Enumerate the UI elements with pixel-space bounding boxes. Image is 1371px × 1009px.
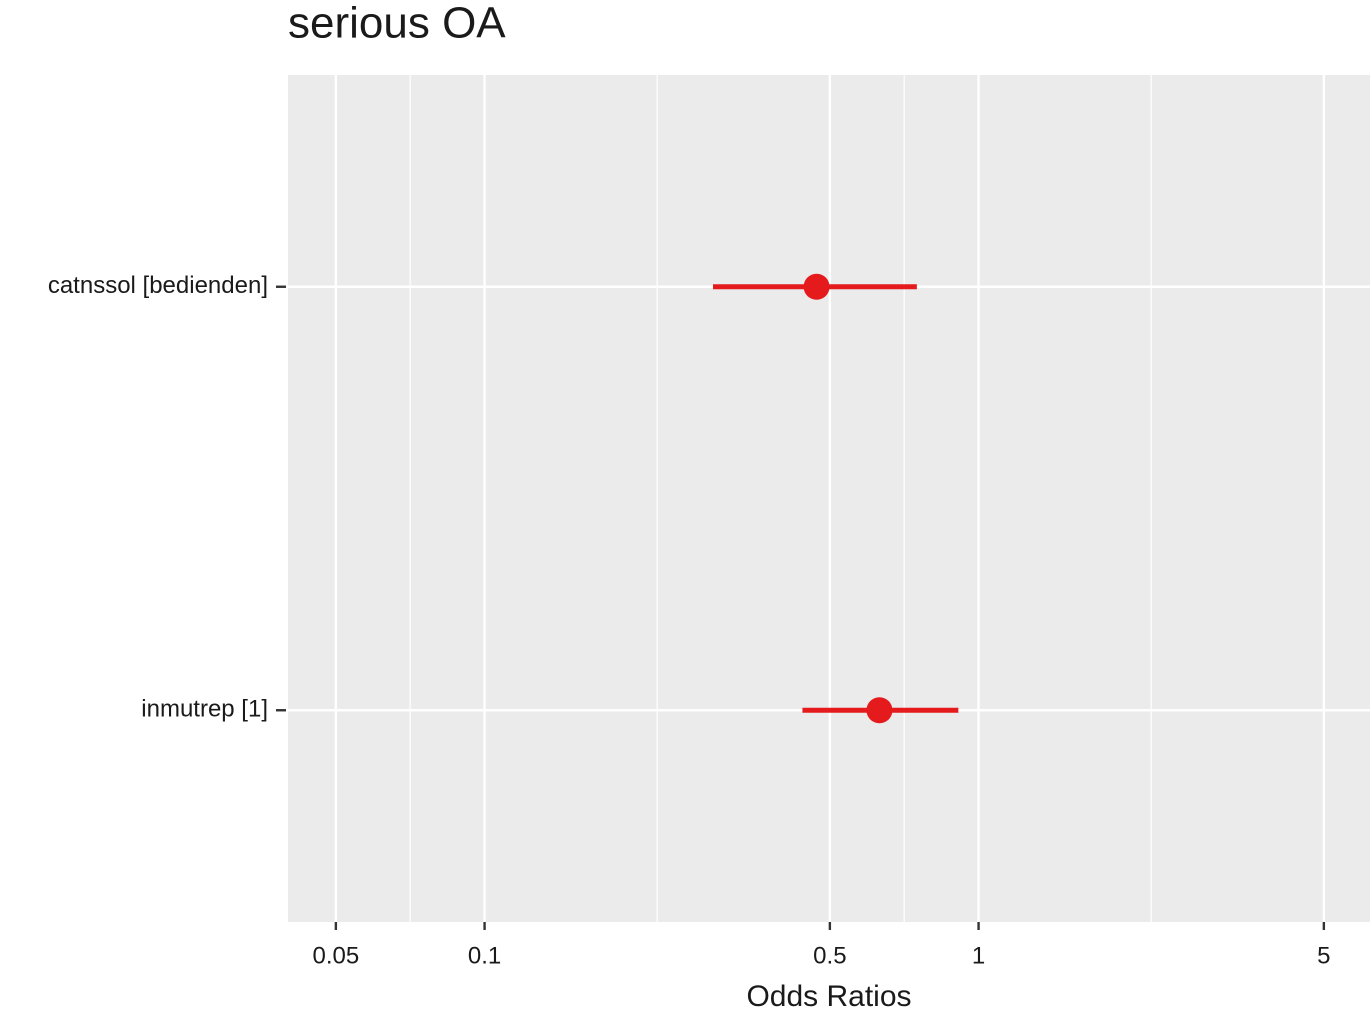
x-tick-label: 5 bbox=[1317, 942, 1330, 969]
point-estimate bbox=[803, 273, 830, 300]
x-tick-label: 0.05 bbox=[313, 942, 360, 969]
point-estimate bbox=[866, 697, 893, 724]
x-axis-title: Odds Ratios bbox=[746, 980, 911, 1009]
x-tick-label: 1 bbox=[972, 942, 985, 969]
y-tick-label: catnssol [bedienden] bbox=[48, 272, 268, 299]
x-tick-label: 0.1 bbox=[468, 942, 501, 969]
x-tick-label: 0.5 bbox=[813, 942, 846, 969]
chart-title: serious OA bbox=[288, 0, 506, 48]
y-tick-label: inmutrep [1] bbox=[141, 696, 268, 723]
